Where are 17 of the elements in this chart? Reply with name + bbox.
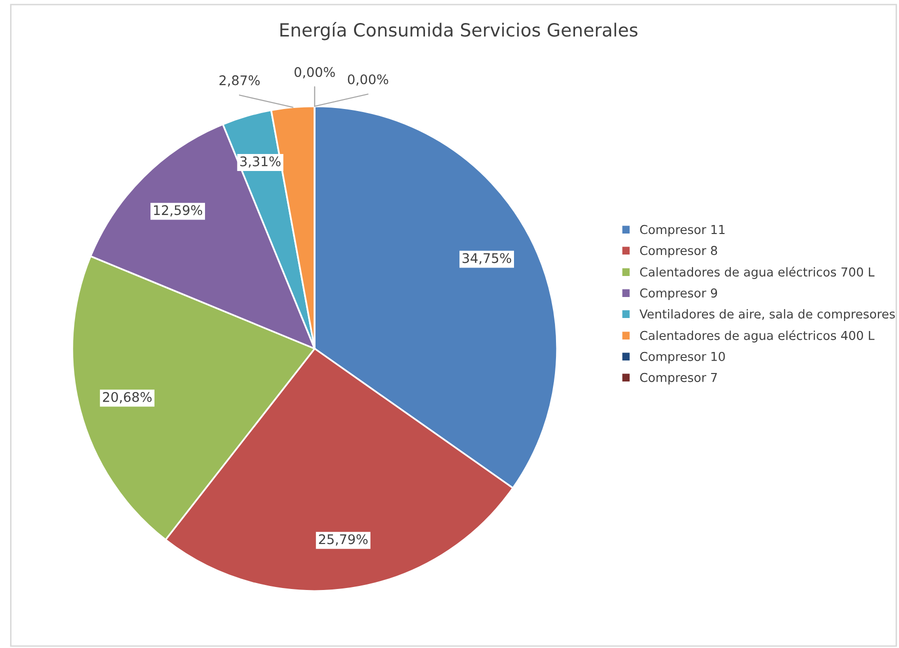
data-label: 25,79% — [318, 534, 368, 546]
data-label: 12,59% — [154, 205, 202, 216]
data-label: 20,68% — [103, 392, 152, 404]
data-label: 3,31% — [240, 156, 280, 168]
legend-label: Compresor 9 — [640, 288, 718, 300]
text: 0,00% — [294, 67, 335, 78]
legend-label: Ventiladores de aire, sala de compresores — [640, 309, 895, 321]
legend-label: Compresor 11 — [640, 224, 725, 236]
legend-label: Compresor 10 — [640, 352, 725, 364]
chart-title: Energía Consumida Servicios Generales — [280, 22, 638, 40]
legend-label: Compresor 8 — [640, 246, 718, 258]
data-label: 34,75% — [462, 253, 512, 264]
text: 0,00% — [348, 74, 388, 86]
data-label: 2,87% — [220, 75, 260, 87]
legend-label: Compresor 7 — [640, 372, 717, 384]
legend-label: Calentadores de agua eléctricos 700 L — [640, 266, 874, 279]
legend-label: Calentadores de agua eléctricos 400 L — [640, 330, 874, 342]
